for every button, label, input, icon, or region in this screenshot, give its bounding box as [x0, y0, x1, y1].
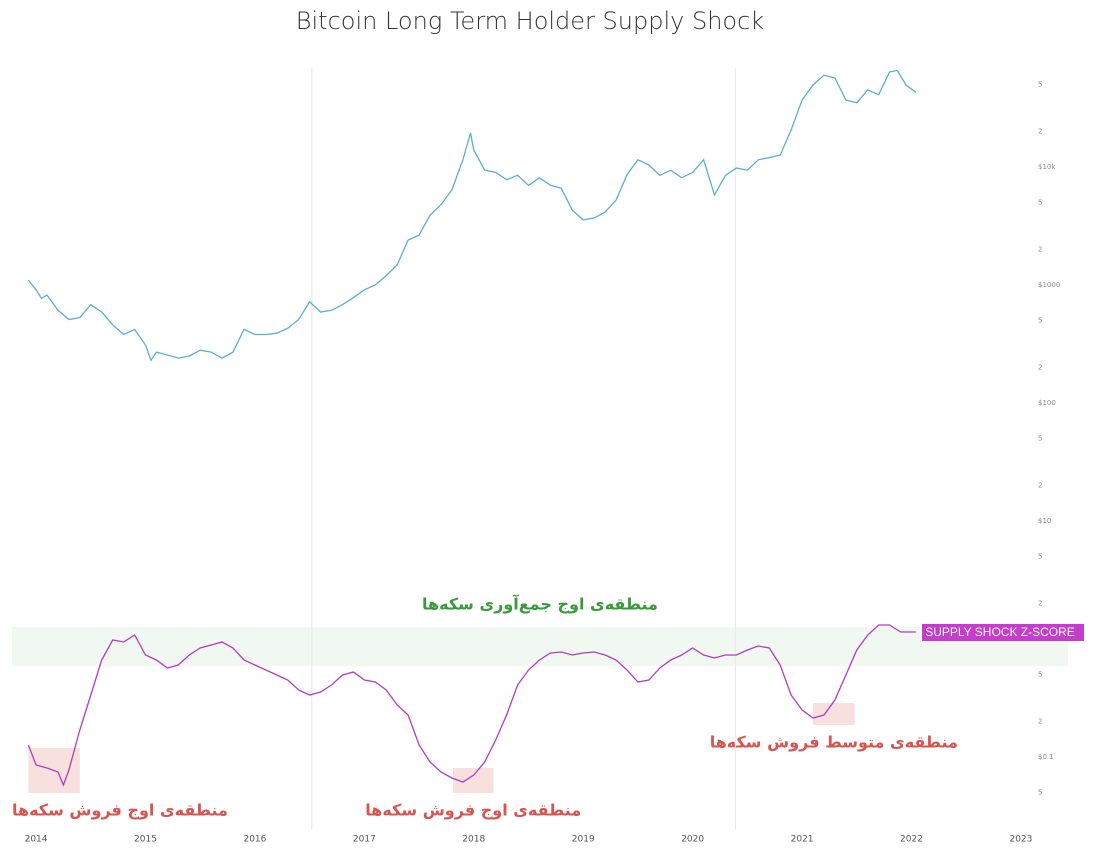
x-tick-label: 2023 — [1009, 835, 1032, 845]
zone — [813, 703, 855, 725]
y-tick-label: 2 — [1038, 717, 1042, 725]
series-tag-bg — [922, 624, 1084, 641]
price-line — [27, 69, 917, 362]
y-tick-label: 5 — [1038, 434, 1042, 442]
series-tag: SUPPLY SHOCK Z-SCORE — [922, 624, 1084, 641]
series-tag-label: SUPPLY SHOCK Z-SCORE — [925, 625, 1075, 639]
y-tick-label: 5 — [1038, 81, 1042, 89]
y-tick-label: 2 — [1038, 599, 1042, 607]
x-tick-label: 2019 — [572, 835, 595, 845]
y-tick-label: $1000 — [1038, 281, 1060, 289]
x-tick-label: 2016 — [243, 835, 266, 845]
x-tick-label: 2014 — [25, 835, 48, 845]
zone-label: منطقه‌ی اوج فروش سکه‌ها — [12, 801, 228, 820]
zone-label: منطقه‌ی متوسط فروش سکه‌ها — [710, 733, 958, 752]
y-tick-label: 5 — [1038, 552, 1042, 560]
y-tick-label: $10 — [1038, 517, 1051, 525]
y-tick-label: $100 — [1038, 399, 1056, 407]
y-tick-label: $10k — [1038, 163, 1056, 171]
zone-label: منطقه‌ی اوج جمع‌آوری سکه‌ها — [422, 594, 658, 614]
y-tick-label: $0.1 — [1038, 753, 1054, 761]
zones — [12, 627, 1068, 793]
zscore-line — [27, 624, 916, 787]
zone-label: منطقه‌ی اوج فروش سکه‌ها — [365, 801, 581, 820]
x-tick-label: 2018 — [462, 835, 485, 845]
y-tick-label: 2 — [1038, 481, 1042, 489]
x-tick-label: 2022 — [900, 835, 923, 845]
y-tick-label: 5 — [1038, 670, 1042, 678]
y-tick-label: 5 — [1038, 788, 1042, 796]
y-tick-label: 5 — [1038, 199, 1042, 207]
x-tick-label: 2015 — [134, 835, 157, 845]
y-tick-label: 2 — [1038, 245, 1042, 253]
x-tick-label: 2021 — [791, 835, 814, 845]
y-tick-label: 2 — [1038, 127, 1042, 135]
x-tick-label: 2020 — [681, 835, 704, 845]
x-tick-label: 2017 — [353, 835, 376, 845]
y-tick-label: 5 — [1038, 316, 1042, 324]
y-tick-label: 2 — [1038, 363, 1042, 371]
chart-title: Bitcoin Long Term Holder Supply Shock — [296, 7, 764, 35]
